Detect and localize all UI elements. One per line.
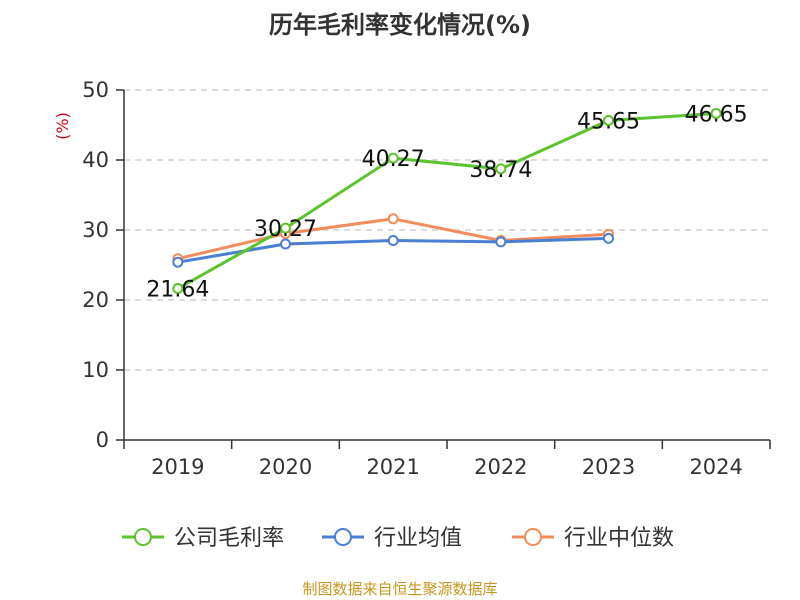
data-label: 40.27	[362, 147, 425, 172]
legend-item[interactable]: 公司毛利率	[122, 526, 284, 551]
legend-label: 行业中位数	[564, 526, 674, 551]
data-point[interactable]	[387, 213, 399, 225]
source-note: 制图数据来自恒生聚源数据库	[302, 580, 497, 598]
x-tick-label: 2020	[259, 455, 312, 479]
chart-title: 历年毛利率变化情况(%)	[269, 11, 531, 39]
data-label: 38.74	[469, 158, 532, 183]
data-point[interactable]	[387, 152, 399, 164]
data-point[interactable]	[603, 114, 614, 126]
data-point[interactable]	[280, 238, 291, 250]
series-lines	[172, 107, 722, 295]
legend[interactable]: 公司毛利率 行业均值 行业中位数	[122, 526, 674, 551]
data-point[interactable]	[172, 283, 184, 295]
data-label: 21.64	[146, 278, 209, 303]
data-label: 30.27	[254, 217, 317, 242]
series-line	[177, 111, 717, 290]
data-point[interactable]	[280, 222, 291, 234]
y-tick-label: 30	[82, 218, 109, 242]
legend-label: 公司毛利率	[174, 526, 284, 551]
legend-item[interactable]: 行业均值	[322, 526, 462, 551]
y-tick-label: 40	[82, 148, 109, 172]
data-point[interactable]	[710, 107, 722, 119]
legend-item[interactable]: 行业中位数	[512, 526, 674, 551]
data-point[interactable]	[495, 163, 507, 175]
data-labels: 21.64 30.27 40.27 38.74 45.65 46.65	[146, 102, 747, 302]
legend-marker	[524, 528, 542, 546]
x-tick-label: 2024	[689, 455, 742, 479]
y-tick-label: 50	[82, 78, 109, 102]
y-tick-label: 0	[96, 428, 109, 452]
series-1	[172, 232, 614, 268]
x-tick-label: 2021	[366, 455, 419, 479]
series-0	[172, 107, 722, 295]
axes: 0 10 20 30 40 50 2019 2020 2021 2022 2023 2024	[82, 78, 771, 479]
data-point[interactable]	[603, 232, 614, 244]
data-point[interactable]	[172, 256, 184, 268]
data-point[interactable]	[495, 236, 507, 248]
data-point[interactable]	[387, 235, 399, 246]
y-axis-label: (%)	[53, 112, 72, 140]
data-label: 45.65	[577, 109, 640, 134]
y-tick-label: 10	[82, 358, 109, 382]
x-tick-label: 2022	[474, 455, 527, 479]
legend-label: 行业均值	[374, 526, 462, 551]
x-tick-label: 2019	[151, 455, 204, 479]
x-tick-label: 2023	[582, 455, 635, 479]
legend-marker	[134, 528, 152, 546]
legend-marker	[334, 528, 352, 546]
y-tick-label: 20	[82, 288, 109, 312]
data-label: 46.65	[685, 102, 748, 127]
